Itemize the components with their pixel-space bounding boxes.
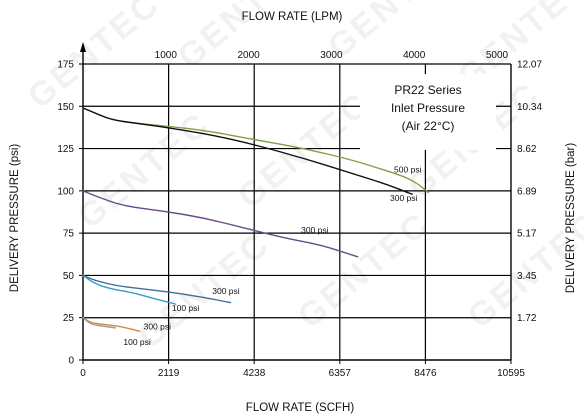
top-tick-label: 2000	[237, 50, 260, 61]
y2-tick-label: 5.17	[517, 229, 537, 240]
y2-tick-label: 6.89	[517, 186, 537, 197]
y-tick-label: 75	[63, 229, 75, 240]
series-label: 100 psi	[172, 303, 200, 313]
series-line	[82, 107, 413, 195]
y2-tick-label: 12.07	[517, 60, 542, 71]
y-tick-label: 0	[68, 356, 74, 367]
series-label: 300 psi	[144, 322, 172, 332]
series-label: 300 psi	[301, 225, 329, 235]
axes	[79, 42, 512, 364]
y-tick-label: 50	[63, 271, 75, 282]
series-line	[82, 274, 232, 304]
x-tick-label: 10595	[497, 368, 525, 379]
y2-tick-label: 10.34	[517, 102, 542, 113]
y2-tick-label: 3.45	[517, 271, 537, 282]
info-box-line: Inlet Pressure	[391, 101, 465, 115]
top-tick-label: 4000	[403, 50, 426, 61]
y-axis-title: DELIVERY PRESSURE (psi)	[9, 144, 21, 293]
x-tick-label: 0	[80, 368, 86, 379]
top-tick-label: 1000	[155, 50, 178, 61]
y-tick-label: 175	[57, 60, 74, 71]
series-line	[82, 190, 359, 258]
series-line	[82, 317, 117, 329]
y-tick-label: 25	[63, 313, 75, 324]
y-tick-label: 150	[57, 102, 74, 113]
series-label: 500 psi	[394, 164, 422, 174]
series-line	[82, 274, 177, 305]
watermark-text: GENTEC	[321, 0, 468, 66]
y2-axis-title: DELIVERY PRESSURE (bar)	[565, 143, 577, 294]
y-tick-label: 125	[57, 144, 74, 155]
watermark-text: GENTEC	[291, 204, 438, 336]
series-label: 100 psi	[123, 337, 151, 347]
axis-labels: 0 2119 4238 6357 8476 10595 0 25 50 75 100 125 150 17…	[9, 11, 577, 414]
info-box-background	[360, 74, 496, 150]
y2-tick-label: 1.72	[517, 313, 537, 324]
series-label: 300 psi	[390, 193, 418, 203]
x-axis-title: FLOW RATE (SCFH)	[246, 402, 355, 414]
top-axis-title: FLOW RATE (LPM)	[242, 11, 343, 23]
top-tick-label: 3000	[320, 50, 343, 61]
info-box: PR22 Series Inlet Pressure (Air 22°C)	[360, 74, 496, 150]
top-tick-label: 5000	[486, 50, 509, 61]
info-box-line: PR22 Series	[394, 83, 461, 97]
x-tick-label: 6357	[329, 368, 352, 379]
watermark-text: GENTEC	[21, 0, 168, 116]
series-label: 300 psi	[212, 286, 240, 296]
x-tick-label: 2119	[158, 368, 180, 379]
watermark-text: GENTEC	[231, 84, 378, 216]
y-tick-label: 100	[57, 186, 74, 197]
y-axis-arrow	[80, 42, 86, 52]
info-box-line: (Air 22°C)	[402, 119, 455, 133]
x-tick-label: 8476	[414, 368, 437, 379]
x-tick-label: 4238	[243, 368, 266, 379]
y2-tick-label: 8.62	[517, 144, 537, 155]
